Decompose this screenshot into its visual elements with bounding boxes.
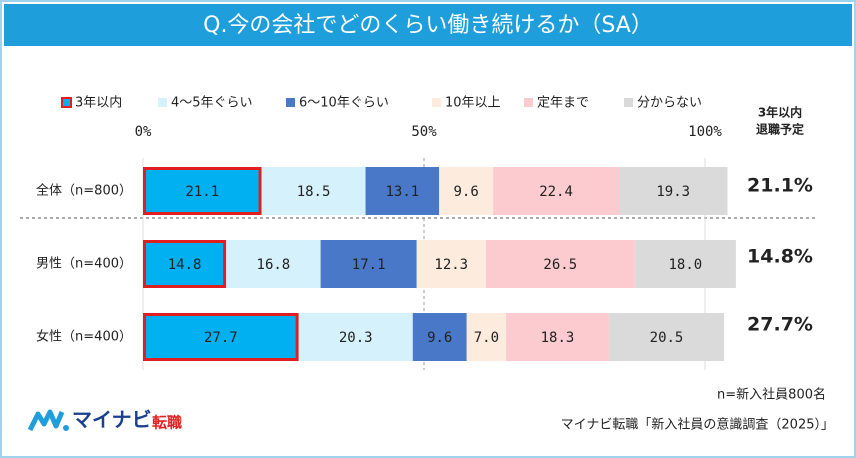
legend-label: 分からない <box>637 96 702 111</box>
bar-segment <box>416 240 486 288</box>
value-label: 26.5 <box>543 257 577 273</box>
legend-swatch <box>61 97 72 108</box>
legend-label: 10年以上 <box>445 96 501 111</box>
bar-segment <box>485 240 635 288</box>
y-tick-label: 全体（n=800） <box>36 183 132 199</box>
highlight-border <box>143 167 262 215</box>
x-tick-label: 50% <box>411 124 437 140</box>
highlight-border <box>143 313 299 361</box>
legend-swatch <box>524 98 533 107</box>
bar-segment <box>143 313 299 361</box>
side-label: 14.8% <box>747 246 813 268</box>
chart-title: Q.今の会社でどのくらい働き続けるか（SA） <box>203 13 653 38</box>
value-label: 13.1 <box>386 184 420 200</box>
y-tick-label: 女性（n=400） <box>36 329 132 345</box>
y-tick-label: 男性（n=400） <box>36 257 132 272</box>
bar-segment <box>506 313 609 361</box>
legend-swatch <box>432 98 441 107</box>
legend-label: 3年以内 <box>75 95 122 111</box>
side-header: 3年以内 <box>758 105 802 120</box>
bar-segment <box>466 313 507 361</box>
bar-segment <box>634 240 736 288</box>
legend-label: 6～10年ぐらい <box>299 96 389 111</box>
bar-segment <box>365 167 440 215</box>
value-label: 7.0 <box>474 330 499 346</box>
legend-swatch <box>624 98 633 107</box>
x-tick-label: 0% <box>135 124 152 140</box>
value-label: 14.8 <box>168 257 202 273</box>
value-label: 18.3 <box>541 330 575 346</box>
legend-label: 定年まで <box>537 96 589 111</box>
value-label: 16.8 <box>257 257 291 273</box>
logo: マイナビ 転職 <box>27 408 182 432</box>
source: マイナビ転職「新入社員の意識調査（2025）」 <box>561 417 834 433</box>
value-label: 9.6 <box>454 184 479 200</box>
bar-segment <box>608 313 725 361</box>
title-bar <box>4 4 852 46</box>
logo-dot <box>63 425 69 431</box>
bar-segment <box>619 167 728 215</box>
bar-segment <box>298 313 413 361</box>
bar-segment <box>143 240 227 288</box>
bar-segment <box>143 167 262 215</box>
value-label: 20.3 <box>339 330 373 346</box>
logo-sub: 転職 <box>152 414 182 432</box>
bar-segment <box>226 240 321 288</box>
legend-swatch <box>158 98 167 107</box>
value-label: 20.5 <box>650 330 684 346</box>
note: n=新入社員800名 <box>717 387 826 403</box>
value-label: 9.6 <box>427 330 452 346</box>
value-label: 22.4 <box>539 184 573 200</box>
value-label: 27.7 <box>204 330 238 346</box>
side-label: 21.1% <box>747 175 813 197</box>
highlight-border <box>143 240 227 288</box>
value-label: 19.3 <box>656 184 690 200</box>
bar-segment <box>261 167 366 215</box>
value-label: 12.3 <box>434 257 468 273</box>
bar-segment <box>493 167 620 215</box>
bar-segment <box>412 313 467 361</box>
value-label: 21.1 <box>185 184 219 200</box>
legend-label: 4～5年ぐらい <box>171 96 253 111</box>
x-tick-label: 100% <box>688 124 722 140</box>
logo-icon <box>27 409 65 432</box>
bar-segment <box>320 240 417 288</box>
logo-text: マイナビ <box>72 408 152 432</box>
value-label: 17.1 <box>352 257 386 273</box>
side-header: 退職予定 <box>756 122 804 137</box>
legend-swatch <box>286 98 295 107</box>
bar-segment <box>439 167 494 215</box>
value-label: 18.5 <box>297 184 331 200</box>
value-label: 18.0 <box>668 257 702 273</box>
side-label: 27.7% <box>747 314 813 336</box>
